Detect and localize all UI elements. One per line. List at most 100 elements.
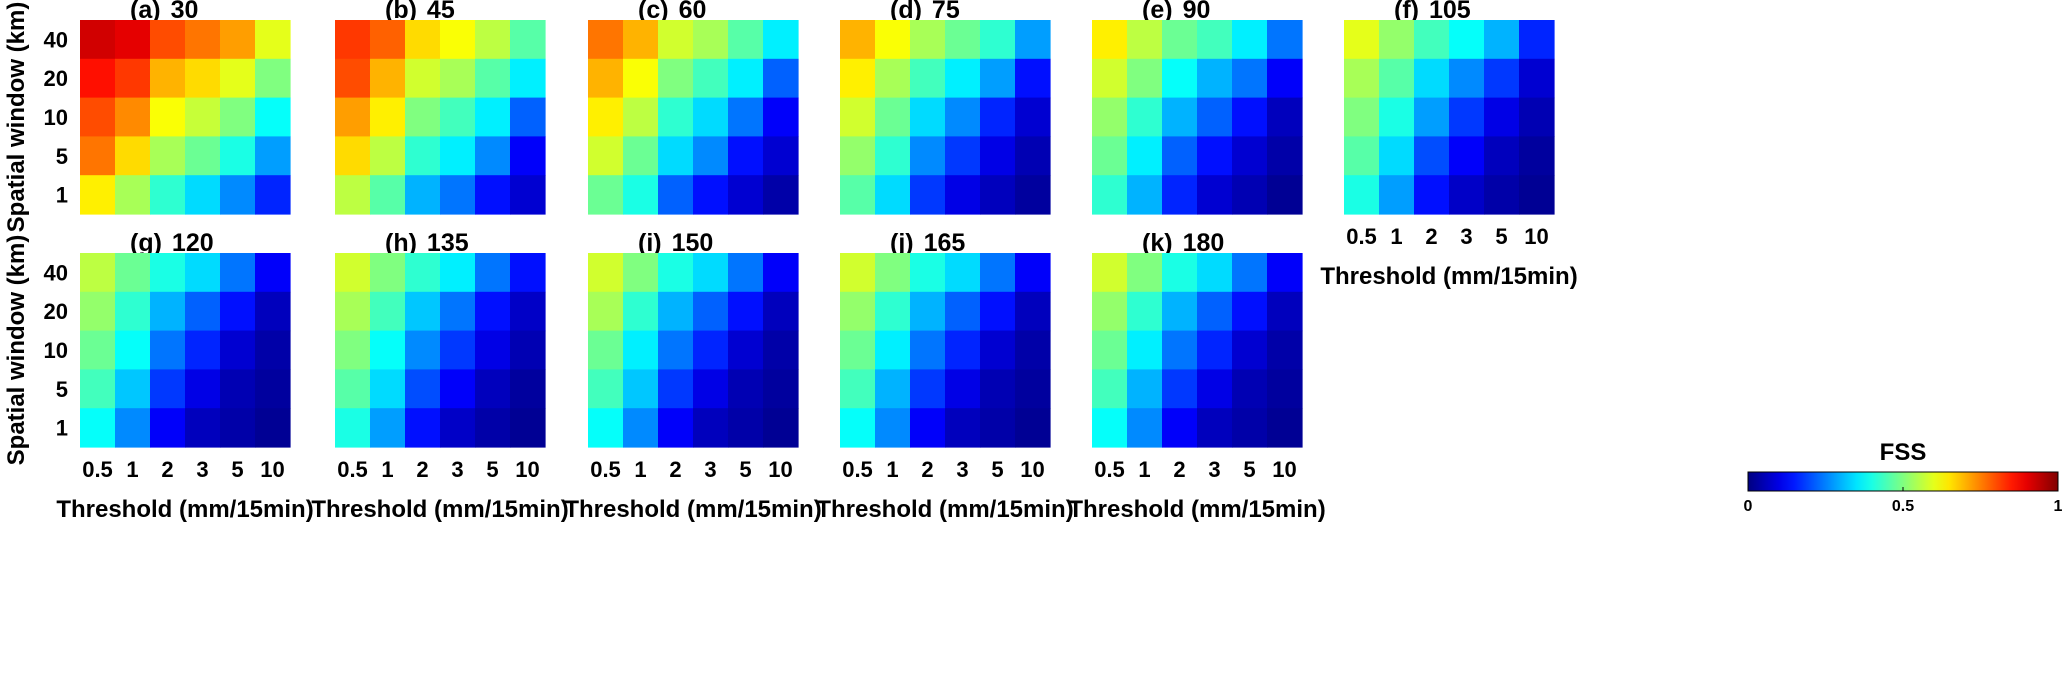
heatmap-cell bbox=[1162, 408, 1198, 448]
heatmap-cell bbox=[945, 58, 981, 99]
y-tick-label: 5 bbox=[56, 377, 68, 402]
heatmap-cell bbox=[370, 253, 406, 293]
heatmap-cell bbox=[335, 58, 371, 99]
heatmap-cell bbox=[150, 97, 186, 137]
heatmap-cell bbox=[80, 58, 116, 99]
heatmap-cell bbox=[1449, 175, 1485, 215]
y-tick-label: 20 bbox=[44, 66, 68, 91]
heatmap-cell bbox=[370, 330, 406, 370]
heatmap-cell bbox=[1127, 20, 1163, 60]
heatmap-cell bbox=[150, 253, 186, 293]
x-tick-label: 5 bbox=[486, 457, 498, 482]
heatmap-cell bbox=[588, 97, 624, 137]
x-tick-label: 10 bbox=[1020, 457, 1044, 482]
heatmap-cell bbox=[255, 369, 291, 409]
heatmap-cell bbox=[1015, 58, 1051, 99]
heatmap-cell bbox=[1197, 408, 1233, 448]
y-tick-label: 1 bbox=[56, 183, 68, 208]
heatmap-cell bbox=[405, 408, 441, 448]
heatmap-cell bbox=[623, 408, 659, 448]
heatmap-cell bbox=[1344, 20, 1380, 60]
heatmap-cell bbox=[1015, 369, 1051, 409]
heatmap-cell bbox=[623, 175, 659, 215]
heatmap-cell bbox=[945, 369, 981, 409]
heatmap-cell bbox=[875, 20, 911, 60]
heatmap-cell bbox=[1232, 58, 1268, 99]
heatmap-cell bbox=[150, 175, 186, 215]
heatmap-cell bbox=[255, 136, 291, 176]
heatmap-cell bbox=[658, 97, 694, 137]
heatmap-cell bbox=[1127, 97, 1163, 137]
heatmap-cell bbox=[1267, 175, 1303, 215]
heatmap-cell bbox=[945, 330, 981, 370]
x-tick-label: 5 bbox=[991, 457, 1003, 482]
heatmap-cell bbox=[1197, 291, 1233, 332]
panel-title: (i) 150 bbox=[638, 229, 713, 257]
heatmap-cell bbox=[335, 408, 371, 448]
heatmap-cell bbox=[763, 175, 799, 215]
heatmap-panel: (j) 165 0.5 1 2 3 5 10 Threshold (mm/15min) bbox=[816, 229, 1073, 523]
heatmap-cell bbox=[840, 175, 876, 215]
heatmap-cell bbox=[693, 58, 729, 99]
x-tick-label: 3 bbox=[451, 457, 463, 482]
heatmap-cell bbox=[370, 175, 406, 215]
heatmap-cell bbox=[405, 136, 441, 176]
heatmap-cell bbox=[1015, 136, 1051, 176]
heatmap-cell bbox=[150, 58, 186, 99]
heatmap-cell bbox=[658, 253, 694, 293]
heatmap-cell bbox=[1449, 58, 1485, 99]
heatmap-cell bbox=[1232, 369, 1268, 409]
heatmap-cell bbox=[623, 253, 659, 293]
heatmap-cell bbox=[475, 136, 511, 176]
heatmap-cell bbox=[1015, 330, 1051, 370]
heatmap-cell bbox=[1232, 97, 1268, 137]
heatmap-cell bbox=[80, 20, 116, 60]
heatmap-cell bbox=[728, 330, 764, 370]
heatmap-cell bbox=[510, 253, 546, 293]
colorbar: FSS 0 0.5 1 bbox=[1744, 439, 2063, 515]
panel-lead-time: 150 bbox=[672, 229, 714, 257]
heatmap-cell bbox=[980, 58, 1016, 99]
heatmap-cell bbox=[623, 291, 659, 332]
y-tick-label: 10 bbox=[44, 105, 68, 130]
heatmap-cell bbox=[728, 408, 764, 448]
x-tick-label: 10 bbox=[515, 457, 539, 482]
heatmap-cell bbox=[440, 369, 476, 409]
heatmap-cell bbox=[370, 291, 406, 332]
heatmap-cell bbox=[1197, 253, 1233, 293]
heatmap-cell bbox=[1127, 291, 1163, 332]
heatmap-cell bbox=[910, 97, 946, 137]
heatmap-cell bbox=[693, 330, 729, 370]
heatmap-cell bbox=[1015, 97, 1051, 137]
heatmap-cell bbox=[510, 330, 546, 370]
heatmap-cell bbox=[405, 20, 441, 60]
heatmap-cell bbox=[945, 175, 981, 215]
heatmap-cell bbox=[658, 136, 694, 176]
heatmap-cell bbox=[1414, 175, 1450, 215]
heatmap-cell bbox=[1197, 369, 1233, 409]
heatmap-cell bbox=[475, 253, 511, 293]
heatmap-cell bbox=[1267, 20, 1303, 60]
heatmap-cell bbox=[763, 20, 799, 60]
heatmap-cell bbox=[1484, 20, 1520, 60]
heatmap-cell bbox=[875, 291, 911, 332]
heatmap-cell bbox=[150, 291, 186, 332]
heatmap-cell bbox=[945, 97, 981, 137]
heatmap-cell bbox=[1519, 175, 1555, 215]
heatmap-cell bbox=[510, 175, 546, 215]
heatmap-cell bbox=[80, 97, 116, 137]
heatmap-cell bbox=[115, 369, 151, 409]
heatmap-cell bbox=[945, 136, 981, 176]
heatmap-cell bbox=[1267, 330, 1303, 370]
x-axis-label: Threshold (mm/15min) bbox=[56, 496, 313, 523]
heatmap-cell bbox=[440, 330, 476, 370]
heatmap-cell bbox=[80, 175, 116, 215]
heatmap-cell bbox=[440, 97, 476, 137]
heatmap-cell bbox=[980, 20, 1016, 60]
heatmap-cell bbox=[588, 369, 624, 409]
heatmap-cell bbox=[1232, 136, 1268, 176]
heatmap-cell bbox=[1379, 20, 1415, 60]
heatmap-cell bbox=[405, 291, 441, 332]
heatmap-cell bbox=[510, 58, 546, 99]
